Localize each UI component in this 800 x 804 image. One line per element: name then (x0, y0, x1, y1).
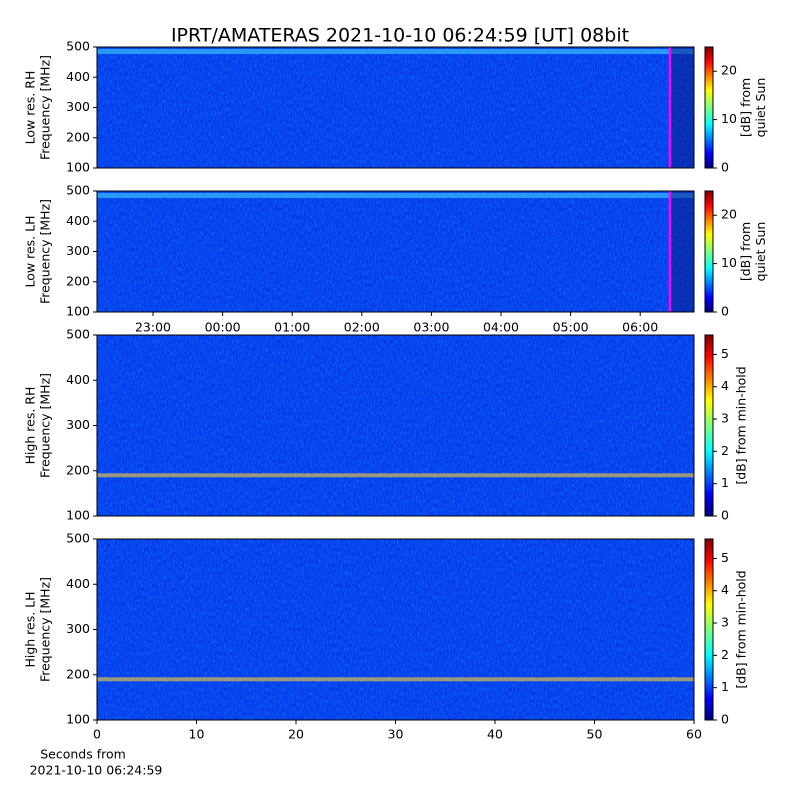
y-axis-label: Frequency [MHz] (38, 199, 53, 304)
colorbar-tick-label: 0 (721, 712, 729, 727)
x-tick-label: 23:00 (135, 320, 171, 335)
colorbar-tick-label: 2 (721, 647, 729, 662)
y-axis-label: Low res. RH (23, 71, 38, 145)
x-tick-label: 20 (288, 727, 304, 742)
heatmap-texture (97, 47, 694, 168)
y-tick-label: 500 (66, 39, 90, 54)
y-tick-label: 300 (66, 243, 90, 258)
y-tick-label: 400 (66, 372, 90, 387)
colorbar-label: quiet Sun (753, 222, 768, 282)
x-tick-label: 06:00 (622, 320, 658, 335)
x-tick-label: 60 (686, 727, 702, 742)
colorbar (704, 538, 714, 721)
heatmap-band (97, 677, 694, 682)
colorbar-label: [dB] from min-hold (734, 570, 749, 688)
x-tick-label: 02:00 (344, 320, 380, 335)
x-axis-label: 2021-10-10 06:24:59 (30, 763, 163, 778)
y-axis-label: High res. RH (23, 387, 38, 465)
colorbar-tick-label: 0 (721, 304, 729, 319)
colorbar-tick-label: 2 (721, 443, 729, 458)
y-tick-label: 200 (66, 129, 90, 144)
x-tick-label: 0 (93, 727, 101, 742)
colorbar-label: quiet Sun (753, 78, 768, 138)
y-axis-label: Low res. LH (23, 216, 38, 288)
x-axis-label: Seconds from (40, 747, 126, 762)
colorbar-tick-label: 5 (721, 550, 729, 565)
y-tick-label: 400 (66, 213, 90, 228)
y-tick-label: 100 (66, 712, 90, 727)
y-tick-label: 400 (66, 69, 90, 84)
y-tick-label: 400 (66, 576, 90, 591)
x-tick-label: 03:00 (413, 320, 449, 335)
colorbar-tick-label: 20 (721, 207, 737, 222)
x-tick-label: 10 (189, 727, 205, 742)
heatmap-dark-edge (671, 47, 694, 168)
y-axis-label: High res. LH (23, 591, 38, 667)
heatmap-band (97, 49, 694, 54)
colorbar-tick-label: 10 (721, 255, 737, 270)
colorbar-label: [dB] from (738, 222, 753, 281)
y-tick-label: 500 (66, 531, 90, 546)
colorbar-tick-label: 0 (721, 508, 729, 523)
y-tick-label: 500 (66, 327, 90, 342)
colorbar-tick-label: 3 (721, 615, 729, 630)
x-tick-label: 30 (388, 727, 404, 742)
chart-title: IPRT/AMATERAS 2021-10-10 06:24:59 [UT] 0… (171, 25, 629, 47)
heatmap-texture (97, 335, 694, 516)
colorbar-tick-label: 20 (721, 63, 737, 78)
x-tick-label: 40 (487, 727, 503, 742)
x-tick-label: 05:00 (553, 320, 589, 335)
y-axis-label: Frequency [MHz] (38, 373, 53, 478)
colorbar-tick-label: 3 (721, 411, 729, 426)
heatmap-band (97, 193, 694, 198)
colorbar (704, 334, 714, 517)
colorbar-label: [dB] from (738, 78, 753, 137)
y-tick-label: 500 (66, 183, 90, 198)
y-axis-label: Frequency [MHz] (38, 55, 53, 160)
colorbar-tick-label: 0 (721, 160, 729, 175)
heatmap-texture (97, 191, 694, 312)
y-tick-label: 100 (66, 508, 90, 523)
colorbar-tick-label: 5 (721, 346, 729, 361)
heatmap-texture (97, 539, 694, 720)
y-tick-label: 100 (66, 304, 90, 319)
x-tick-label: 01:00 (274, 320, 310, 335)
y-axis-label: Frequency [MHz] (38, 577, 53, 682)
y-tick-label: 200 (66, 462, 90, 477)
y-tick-label: 200 (66, 666, 90, 681)
colorbar-tick-label: 1 (721, 679, 729, 694)
colorbar (704, 46, 714, 169)
y-tick-label: 300 (66, 99, 90, 114)
colorbar (704, 190, 714, 313)
colorbar-tick-label: 10 (721, 111, 737, 126)
x-tick-label: 04:00 (483, 320, 519, 335)
y-tick-label: 300 (66, 417, 90, 432)
heatmap-band (97, 473, 694, 478)
x-tick-label: 00:00 (205, 320, 241, 335)
y-tick-label: 100 (66, 160, 90, 175)
y-tick-label: 200 (66, 273, 90, 288)
colorbar-tick-label: 1 (721, 475, 729, 490)
x-tick-label: 50 (587, 727, 603, 742)
heatmap-dark-edge (671, 191, 694, 312)
colorbar-tick-label: 4 (721, 582, 729, 597)
colorbar-tick-label: 4 (721, 378, 729, 393)
y-tick-label: 300 (66, 621, 90, 636)
colorbar-label: [dB] from min-hold (734, 366, 749, 484)
